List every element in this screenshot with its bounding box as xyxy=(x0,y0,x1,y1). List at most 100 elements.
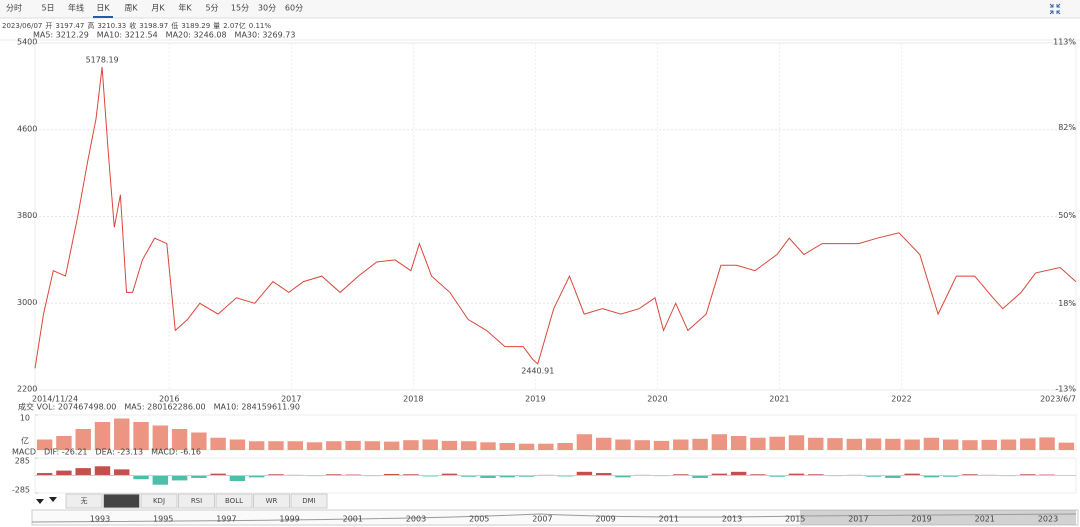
x-tick-label: 2022 xyxy=(891,395,911,404)
y2-tick-label: 18% xyxy=(1058,299,1076,308)
bar xyxy=(769,436,785,450)
indicator-tab[interactable] xyxy=(290,493,328,509)
bar xyxy=(692,438,708,450)
navigator-line xyxy=(31,513,1077,523)
bar xyxy=(326,474,342,476)
indicator-tab[interactable] xyxy=(65,493,103,509)
fullscreen-icon[interactable] xyxy=(1049,3,1061,15)
price-line xyxy=(34,67,1077,369)
info-text: 3198.97 xyxy=(139,22,168,30)
bar xyxy=(36,439,53,450)
indicator-tab[interactable] xyxy=(103,493,140,509)
bar xyxy=(885,438,901,450)
indicator-tab-label[interactable]: MACD xyxy=(111,497,132,505)
info-text: 高 xyxy=(87,21,94,30)
navigator-year: 2019 xyxy=(911,515,931,524)
y-tick-label: 4600 xyxy=(17,124,37,133)
toolbar-tab[interactable]: 30分 xyxy=(258,4,276,13)
bar xyxy=(846,438,863,450)
toolbar-tab[interactable]: 分时 xyxy=(6,3,22,13)
bar xyxy=(827,438,843,450)
toolbar-tab[interactable]: 5分 xyxy=(205,4,218,13)
bar xyxy=(1000,439,1017,450)
bar xyxy=(1020,438,1036,450)
toolbar-tab[interactable]: 周K xyxy=(124,4,138,13)
bar xyxy=(480,442,496,450)
info-text: 开 xyxy=(45,22,52,30)
x-tick-label: 2020 xyxy=(647,395,667,404)
indicator-arrows[interactable] xyxy=(36,497,57,504)
bar xyxy=(518,443,535,450)
legend-entry: MA10: 284159611.90 xyxy=(214,403,300,412)
bar xyxy=(75,429,91,450)
toolbar-tab[interactable]: 年线 xyxy=(68,3,84,13)
toolbar-tab[interactable]: 5日 xyxy=(41,4,54,13)
legend-entry: DIF: -26.21 xyxy=(44,448,88,457)
bar xyxy=(480,475,496,478)
navigator-year: 2003 xyxy=(406,515,426,524)
info-text: 0.11% xyxy=(249,22,272,30)
indicator-tab-label[interactable]: WR xyxy=(266,497,278,505)
toolbar-tab[interactable]: 年K xyxy=(178,3,192,13)
navigator-year: 2005 xyxy=(469,515,489,524)
bar xyxy=(538,443,554,450)
bar xyxy=(422,439,438,450)
bar xyxy=(730,436,747,450)
bar xyxy=(383,473,400,476)
y-tick-label: -285 xyxy=(12,486,30,495)
toolbar-tab[interactable]: 60分 xyxy=(285,4,303,13)
y-tick-label: 10 xyxy=(20,414,30,423)
bar xyxy=(692,475,708,478)
bar xyxy=(403,474,419,476)
volume-unit: 亿 xyxy=(21,436,29,446)
bar xyxy=(441,473,458,476)
y-tick-label: 3000 xyxy=(17,298,37,307)
legend-entry: MACD: -6.16 xyxy=(151,448,201,457)
indicator-tab-label[interactable]: BOLL xyxy=(225,497,243,505)
bar xyxy=(191,475,207,478)
navigator-window[interactable] xyxy=(800,510,1076,525)
bar xyxy=(171,475,188,481)
toolbar xyxy=(0,0,1080,18)
indicator-tab[interactable] xyxy=(178,493,215,509)
y2-tick-label: 113% xyxy=(1053,38,1076,47)
bar xyxy=(595,437,612,450)
bar xyxy=(56,470,72,476)
legend-entry: MACD xyxy=(12,448,36,457)
indicator-tab-label[interactable]: 无 xyxy=(81,497,88,505)
indicator-tab[interactable] xyxy=(140,493,178,509)
bar xyxy=(229,475,246,482)
navigator-year: 2001 xyxy=(343,515,363,524)
bar xyxy=(1020,474,1036,476)
bar xyxy=(788,435,805,450)
bar xyxy=(306,442,323,450)
navigator-year: 1999 xyxy=(279,515,299,524)
annotation: 5178.19 xyxy=(86,56,119,65)
y-tick-label: 3800 xyxy=(17,211,37,220)
bar xyxy=(56,436,72,450)
bar xyxy=(981,439,997,450)
indicator-tab-label[interactable]: KDJ xyxy=(153,497,165,505)
indicator-tab-label[interactable]: DMI xyxy=(302,497,316,505)
bar xyxy=(191,432,207,450)
bar xyxy=(152,425,169,450)
y2-tick-label: -13% xyxy=(1055,385,1076,394)
bar xyxy=(383,441,400,450)
x-tick-label: 2021 xyxy=(769,395,789,404)
bar xyxy=(499,475,516,478)
bar xyxy=(788,473,805,476)
toolbar-tab[interactable]: 月K xyxy=(151,4,165,13)
bar xyxy=(403,440,419,450)
info-text: 低 xyxy=(171,21,178,30)
bar xyxy=(345,440,361,450)
bar xyxy=(885,475,901,478)
toolbar-tab[interactable]: 15分 xyxy=(231,4,249,13)
indicator-tab[interactable] xyxy=(253,493,290,509)
indicator-tab[interactable] xyxy=(215,493,253,509)
legend-entry: MA20: 3246.08 xyxy=(166,31,227,40)
bar xyxy=(248,475,265,478)
indicator-tab-label[interactable]: RSI xyxy=(191,497,202,505)
toolbar-tab[interactable]: 日K xyxy=(96,4,110,13)
bar xyxy=(75,468,91,476)
bar xyxy=(865,475,882,477)
